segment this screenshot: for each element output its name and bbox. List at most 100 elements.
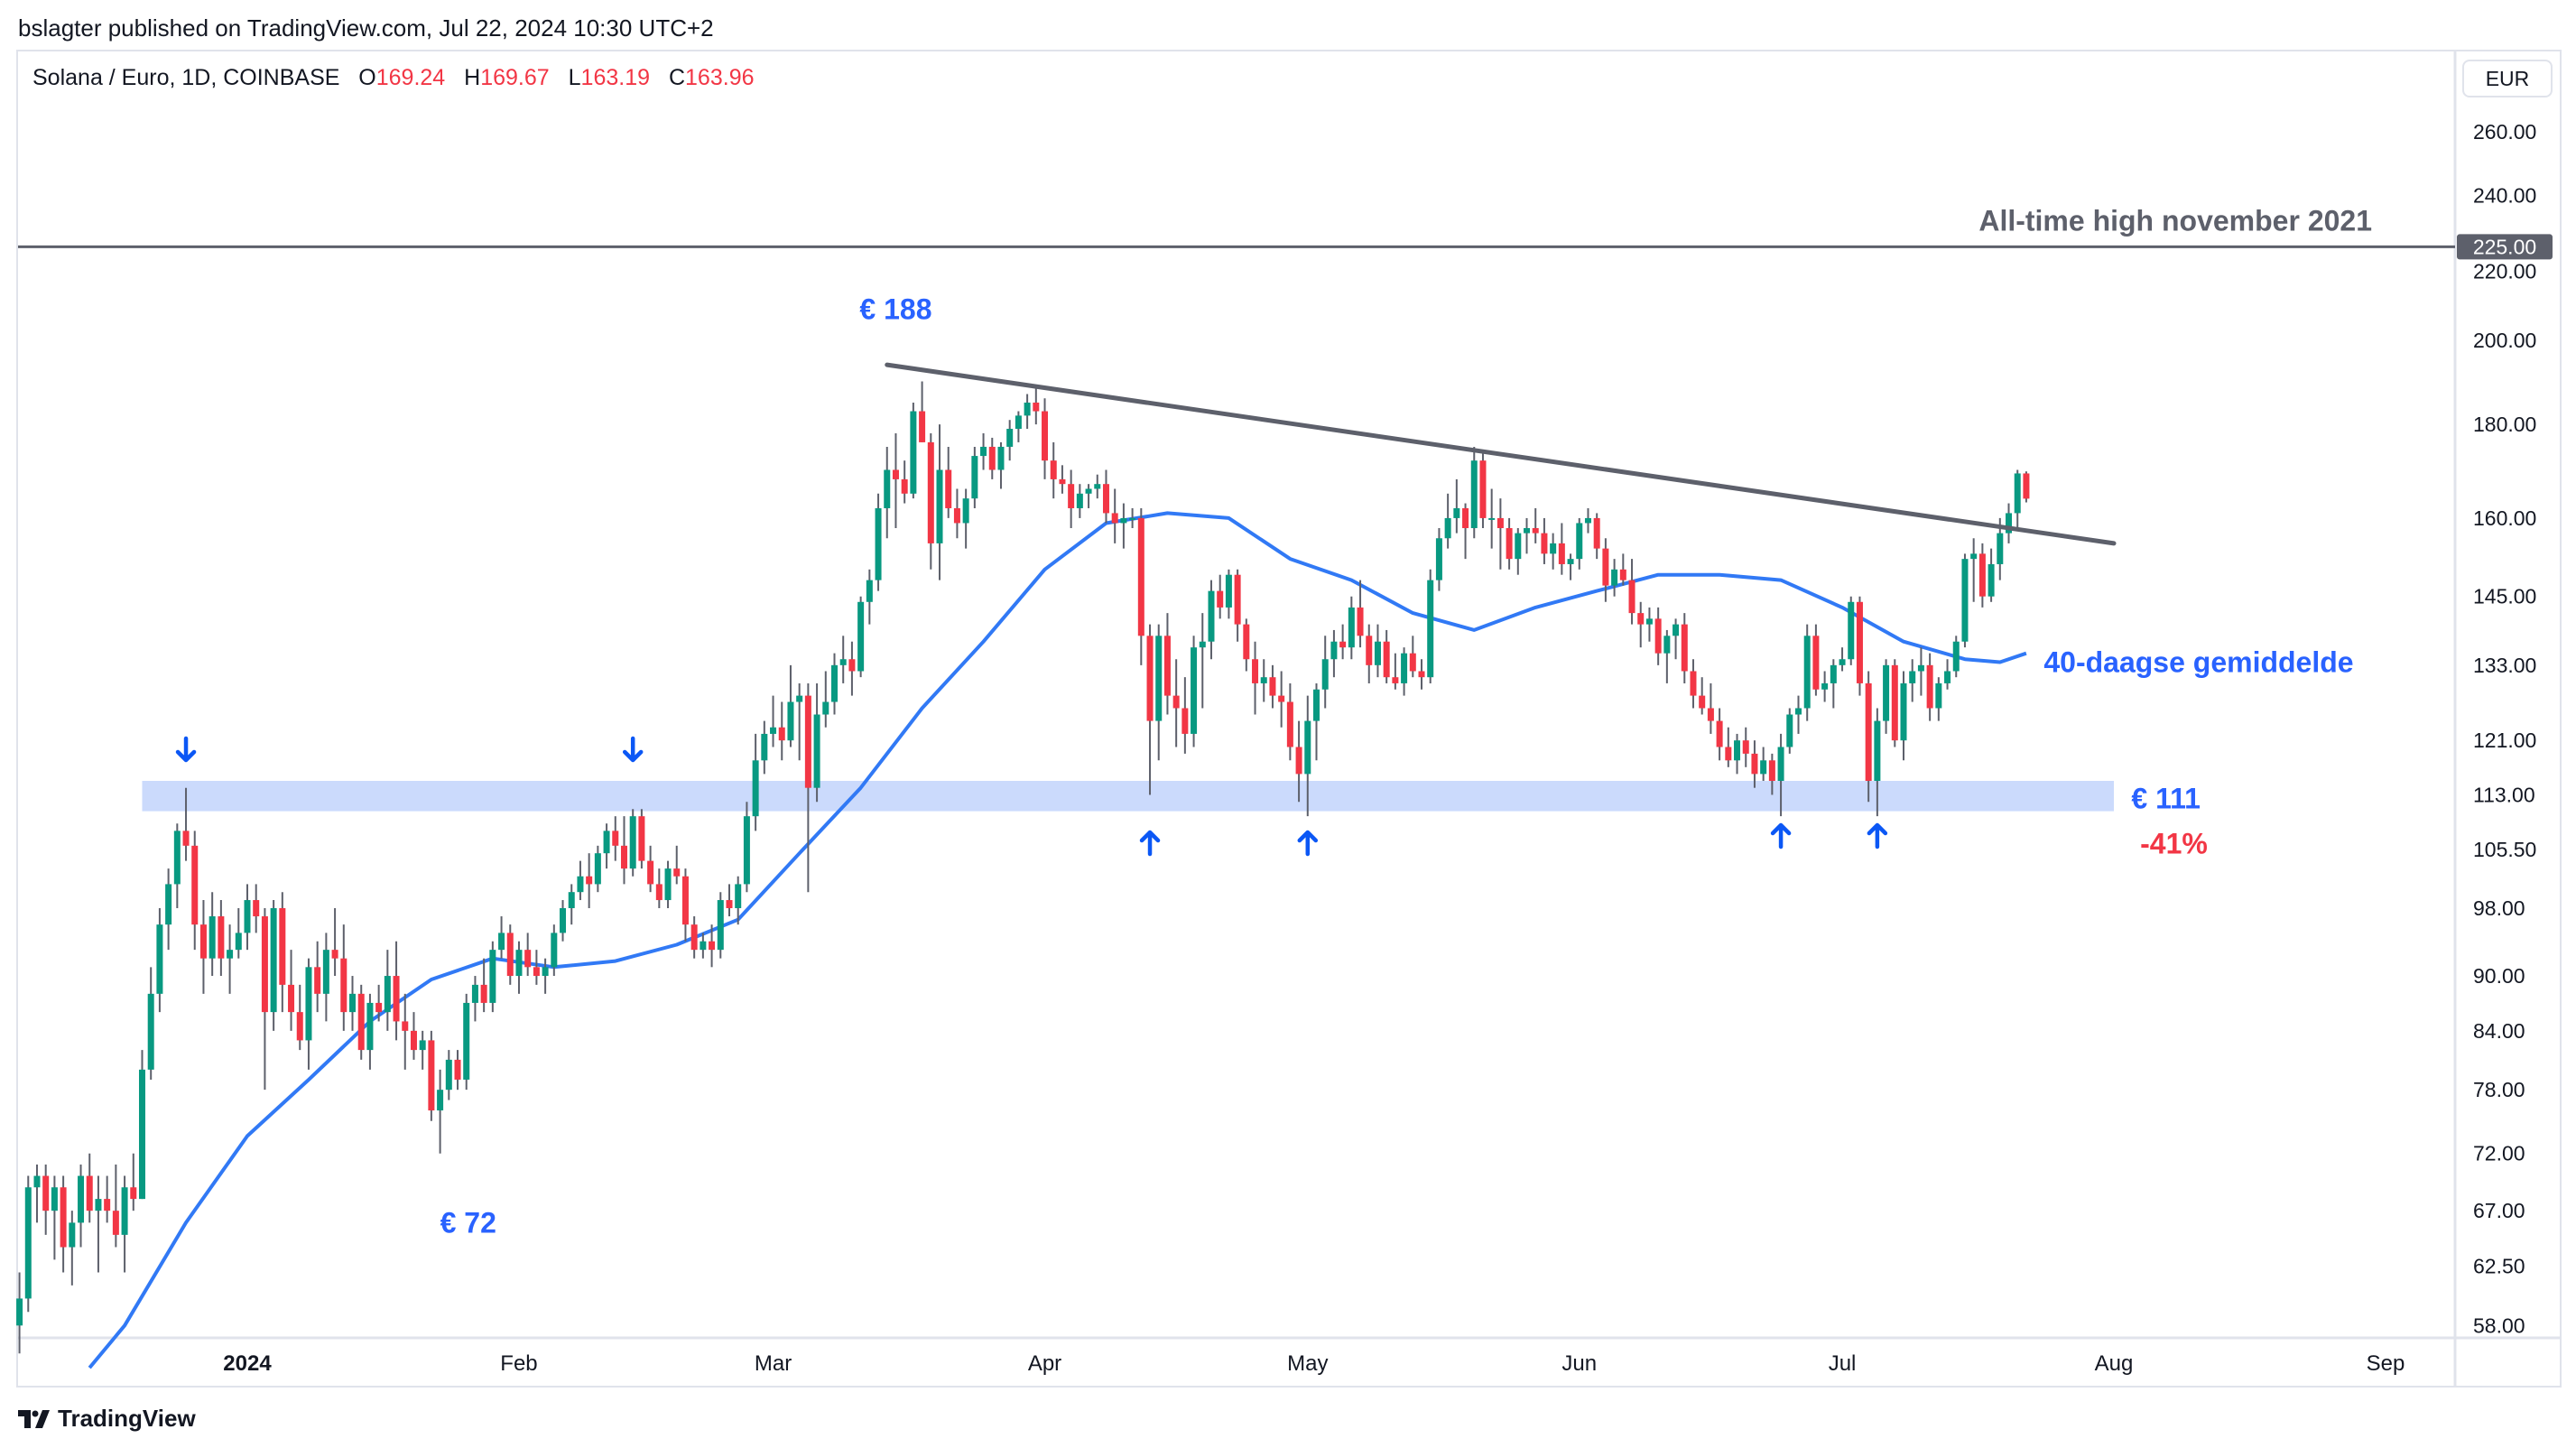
- candle-2024-06-09: [1645, 618, 1653, 625]
- candle-2024-05-26: [1524, 528, 1531, 534]
- candle-2023-12-14: [86, 1175, 93, 1211]
- candle-2024-02-14: [629, 816, 636, 869]
- candle-2024-04-16: [1172, 695, 1180, 709]
- candle-2024-02-03: [533, 967, 540, 977]
- symbol-name: Solana / Euro, 1D, COINBASE: [32, 65, 340, 90]
- candle-2023-12-08: [33, 1175, 41, 1188]
- candle-2024-07-04: [1865, 682, 1872, 782]
- candle-2023-12-31: [235, 933, 242, 951]
- candle-2024-07-16: [1970, 553, 1978, 560]
- tradingview-logo[interactable]: TradingView: [18, 1405, 196, 1433]
- candle-2024-02-02: [524, 950, 532, 968]
- candle-2024-02-11: [603, 831, 610, 854]
- time-tick: Apr: [1028, 1351, 1061, 1376]
- candle-2024-02-26: [735, 884, 742, 908]
- candle-2024-01-13: [349, 993, 357, 1013]
- all-time-high-label: All-time high november 2021: [1978, 204, 2372, 237]
- candle-2024-05-08: [1366, 636, 1373, 665]
- candle-2024-02-28: [752, 760, 759, 817]
- candle-2024-03-17: [910, 411, 917, 494]
- low-label: L: [568, 65, 581, 90]
- price-tick: 62.50: [2473, 1254, 2525, 1277]
- price-tick: 58.00: [2473, 1313, 2525, 1337]
- currency-button[interactable]: EUR: [2462, 60, 2553, 97]
- candle-2024-04-11: [1129, 517, 1136, 520]
- candle-2024-05-21: [1479, 460, 1487, 518]
- candle-2024-06-24: [1777, 747, 1784, 782]
- price-tick: 220.00: [2473, 259, 2536, 283]
- price-label-225-bg: [2457, 234, 2553, 260]
- candle-2023-12-19: [130, 1187, 137, 1200]
- candle-2024-03-28: [1006, 429, 1014, 447]
- candle-2024-06-03: [1593, 517, 1600, 549]
- candle-2024-01-20: [410, 1030, 417, 1051]
- candle-2024-04-12: [1137, 517, 1144, 636]
- candle-2024-04-14: [1155, 636, 1163, 721]
- candle-2024-07-20: [2006, 513, 2013, 534]
- arrow-path: [622, 736, 644, 763]
- candle-2024-02-01: [515, 950, 523, 977]
- candle-2024-02-16: [647, 860, 654, 885]
- candle-2024-01-02: [253, 900, 260, 917]
- candle-2024-02-17: [655, 884, 663, 901]
- candle-2024-05-16: [1435, 538, 1442, 580]
- price-tick: 133.00: [2473, 654, 2536, 677]
- candle-2024-07-14: [1952, 641, 1960, 672]
- arrow-up-icon: [1770, 822, 1792, 849]
- annotation-label: € 188: [859, 293, 931, 326]
- candle-2024-07-18: [1988, 563, 1995, 597]
- candle-2024-05-22: [1488, 517, 1496, 520]
- candle-2024-06-20: [1742, 740, 1749, 754]
- candle-2023-12-16: [104, 1199, 111, 1211]
- candle-2024-05-02: [1312, 689, 1320, 721]
- candle-2024-03-21: [945, 469, 952, 508]
- candle-2023-12-12: [69, 1222, 76, 1248]
- price-tick: 113.00: [2473, 783, 2535, 806]
- candle-2024-01-05: [279, 907, 286, 985]
- candle-2024-01-15: [366, 1002, 374, 1051]
- candle-2024-06-25: [1786, 714, 1793, 747]
- candle-2024-01-22: [428, 1040, 435, 1111]
- candle-2024-01-12: [340, 958, 347, 1013]
- candle-2024-01-11: [331, 950, 338, 959]
- candle-2024-06-17: [1716, 720, 1723, 747]
- candle-2024-05-10: [1383, 641, 1390, 678]
- price-tick: 78.00: [2473, 1078, 2525, 1101]
- price-label-225: 225.00: [2473, 235, 2536, 258]
- candle-2024-01-14: [357, 993, 365, 1051]
- candle-2024-02-10: [594, 853, 601, 885]
- arrow-up-icon: [1297, 830, 1319, 857]
- candle-2024-01-25: [454, 1059, 461, 1080]
- candle-2024-01-24: [445, 1059, 452, 1091]
- candle-2024-07-13: [1944, 671, 1951, 683]
- candle-2024-06-05: [1611, 569, 1618, 586]
- candle-2024-03-08: [831, 664, 839, 702]
- price-tick: 84.00: [2473, 1019, 2525, 1043]
- candle-2024-06-13: [1681, 624, 1688, 672]
- time-tick: Mar: [755, 1351, 792, 1376]
- candle-2024-03-30: [1024, 402, 1031, 416]
- candle-2024-07-15: [1961, 559, 1969, 642]
- candle-2024-02-15: [638, 816, 645, 861]
- candle-2023-12-26: [191, 845, 199, 925]
- candle-2024-01-09: [314, 967, 321, 994]
- candle-2024-03-09: [839, 659, 847, 665]
- candle-2024-03-22: [953, 507, 960, 524]
- candle-2024-05-12: [1401, 653, 1408, 683]
- candle-2024-07-09: [1909, 671, 1916, 683]
- candle-2024-02-12: [612, 831, 619, 846]
- candle-2024-01-30: [498, 933, 505, 951]
- arrow-path: [1770, 822, 1792, 849]
- candle-2024-05-23: [1496, 517, 1504, 529]
- candle-2024-03-19: [927, 441, 934, 543]
- candle-2024-03-31: [1033, 402, 1040, 412]
- candle-2024-01-19: [402, 1021, 409, 1031]
- candle-2024-06-27: [1803, 636, 1811, 709]
- candle-2024-04-05: [1076, 493, 1083, 508]
- arrow-path: [175, 736, 197, 763]
- candle-2024-06-16: [1707, 708, 1714, 721]
- candle-2024-03-20: [936, 469, 943, 543]
- chart-frame: [16, 50, 2562, 1388]
- arrow-path: [1297, 830, 1319, 857]
